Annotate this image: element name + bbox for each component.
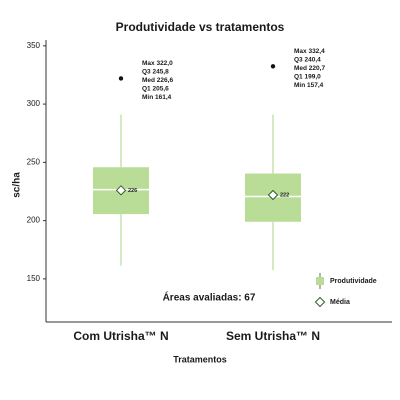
stat-label: Min 161,4 [142,94,172,101]
mean-label: 222 [280,192,289,198]
stat-label: Med 226,6 [142,77,173,84]
outlier [118,76,124,81]
y-tick-label: 300 [27,99,41,108]
x-tick-label: Com Utrisha™ N [73,329,168,343]
legend-icon-box [316,277,324,285]
legend-icon-mean [314,296,326,308]
mean-marker [115,185,127,196]
stat-label: Min 157,4 [294,82,324,89]
y-tick-label: 250 [27,157,41,166]
stat-label: Q1 205,6 [142,86,169,93]
mean-marker [267,189,279,201]
outlier [270,64,276,69]
stat-label: Med 220,7 [294,65,325,72]
stat-label: Max 322,0 [142,60,173,67]
stat-label: Q3 245,8 [142,69,169,76]
y-tick-label: 200 [27,216,41,225]
y-tick-label: 350 [27,41,41,50]
y-tick-label: 150 [27,274,41,283]
legend-label: Produtividade [330,278,377,285]
annotation: Áreas avaliadas: 67 [163,291,256,304]
x-axis-title: Tratamentos [173,354,227,364]
mean-label: 226 [128,188,137,194]
stat-label: Q1 199,0 [294,74,321,81]
y-axis-title: sc/ha [12,172,23,198]
stat-label: Max 332,4 [294,48,325,55]
x-tick-label: Sem Utrisha™ N [226,329,320,343]
stat-label: Q3 240,4 [294,57,321,64]
legend-label: Média [330,299,350,306]
chart-title: Produtividade vs tratamentos [116,20,285,34]
